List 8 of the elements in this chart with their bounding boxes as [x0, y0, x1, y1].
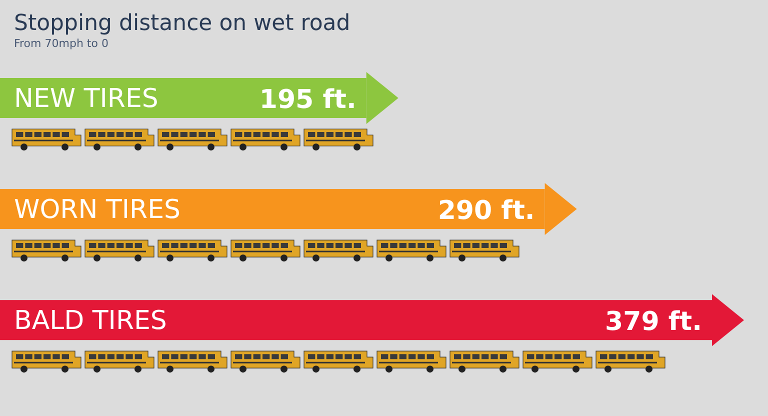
data-label: 379 ft. [605, 307, 702, 338]
y-tick-label: NEW TIRES [14, 84, 158, 114]
y-tick-label: WORN TIRES [14, 195, 180, 226]
y-tick-label: BALD TIRES [14, 306, 167, 336]
text: Stopping distance on wet road [14, 11, 350, 36]
data-label: 195 ft. [259, 85, 356, 115]
data-label: 290 ft. [438, 196, 535, 226]
text: From 70mph to 0 [14, 37, 108, 50]
